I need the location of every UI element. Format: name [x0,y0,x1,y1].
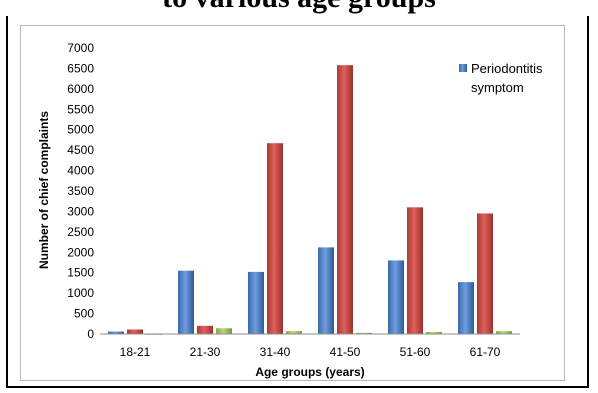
legend-label-line-2: symptom [471,80,524,95]
y-tick-label: 1500 [67,266,94,280]
y-tick-label: 4000 [67,164,94,178]
figure-frame [6,16,589,388]
x-tick-label: 51-60 [400,345,431,359]
y-axis-label: Number of chief complaints [37,111,51,269]
bar-series-1-18-21 [108,331,124,334]
bar-series-2-31-40 [267,143,283,334]
bar-series-1-51-60 [388,260,404,334]
y-tick-label: 2500 [67,225,94,239]
x-tick-label: 18-21 [120,345,151,359]
x-tick-label: 41-50 [330,345,361,359]
x-tick-label: 61-70 [470,345,501,359]
x-tick-label: 31-40 [260,345,291,359]
y-tick-label: 1000 [67,286,94,300]
y-tick-label: 2000 [67,245,94,259]
bar-series-1-21-30 [178,270,194,334]
y-tick-label: 6500 [67,61,94,75]
bar-series-2-21-30 [197,325,213,334]
bar-series-3-51-60 [426,331,442,334]
bar-series-1-31-40 [248,271,264,334]
y-tick-label: 6000 [67,82,94,96]
legend-swatch-periodontitis [459,64,467,72]
legend-label-line-1: Periodontitis [471,61,543,76]
bar-series-3-21-30 [216,328,232,334]
chart-title: to various age groups [0,0,598,18]
y-tick-label: 7000 [67,41,94,55]
bar-series-2-18-21 [127,329,143,334]
chart-title-strip: to various age groups [0,0,598,30]
y-tick-label: 500 [74,307,94,321]
bar-series-3-31-40 [286,331,302,334]
y-tick-label: 3500 [67,184,94,198]
x-axis-label: Age groups (years) [255,365,364,379]
x-tick-label: 21-30 [190,345,221,359]
legend: Periodontitis symptom [459,61,543,95]
bar-series-3-61-70 [496,331,512,334]
y-tick-label: 4500 [67,143,94,157]
bar-series-2-41-50 [337,65,353,334]
bar-series-1-61-70 [458,282,474,334]
bar-series-1-41-50 [318,247,334,334]
bar-series-3-41-50 [356,332,372,334]
y-tick-label: 5000 [67,123,94,137]
y-tick-label: 3000 [67,204,94,218]
bar-series-2-51-60 [407,207,423,334]
bar-series-2-61-70 [477,213,493,334]
y-tick-label: 5500 [67,102,94,116]
chart-area-border [20,25,565,381]
y-tick-label: 0 [87,327,94,341]
